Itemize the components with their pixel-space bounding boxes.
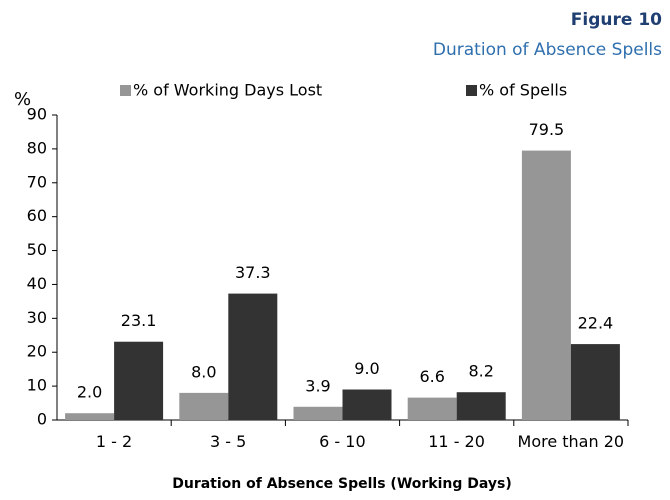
bar [179,392,229,420]
bar [342,389,392,420]
y-axis-label: % [14,89,31,110]
data-label: 23.1 [121,311,157,330]
data-label: 22.4 [578,314,614,333]
data-label: 8.0 [191,362,216,381]
bar [65,413,115,420]
y-tick-label: 70 [27,172,47,191]
x-tick-label: 6 - 10 [319,432,366,451]
y-tick-label: 90 [27,105,47,124]
bar [456,392,506,420]
legend-swatch [466,85,477,96]
data-label: 79.5 [529,120,565,139]
bar [407,397,457,420]
x-tick-label: 1 - 2 [95,432,133,451]
bar [114,341,164,420]
x-tick-label: More than 20 [517,432,625,451]
y-tick-label: 60 [27,206,47,225]
x-tick-label: 11 - 20 [428,432,485,451]
data-label: 8.2 [468,362,493,381]
y-tick-label: 40 [27,274,47,293]
data-label: 9.0 [354,359,379,378]
data-label: 6.6 [419,367,444,386]
legend-label: % of Working Days Lost [133,81,322,100]
y-tick-label: 20 [27,342,47,361]
legend-swatch [120,85,131,96]
chart-subtitle: Duration of Absence Spells [433,40,662,60]
bar [521,150,571,421]
data-label: 3.9 [305,376,330,395]
x-tick-label: 3 - 5 [210,432,247,451]
data-label: 2.0 [77,383,102,402]
chart-title: Figure 10 [571,10,662,30]
bar [570,344,620,420]
y-tick-label: 50 [27,240,47,259]
x-axis-label: Duration of Absence Spells (Working Days… [172,476,512,492]
legend-label: % of Spells [479,81,567,100]
y-tick-label: 80 [27,138,47,157]
bar [293,406,343,420]
bar [228,293,278,420]
y-tick-label: 10 [27,376,47,395]
y-tick-label: 0 [37,410,47,429]
data-label: 37.3 [235,263,271,282]
y-tick-label: 30 [27,308,47,327]
